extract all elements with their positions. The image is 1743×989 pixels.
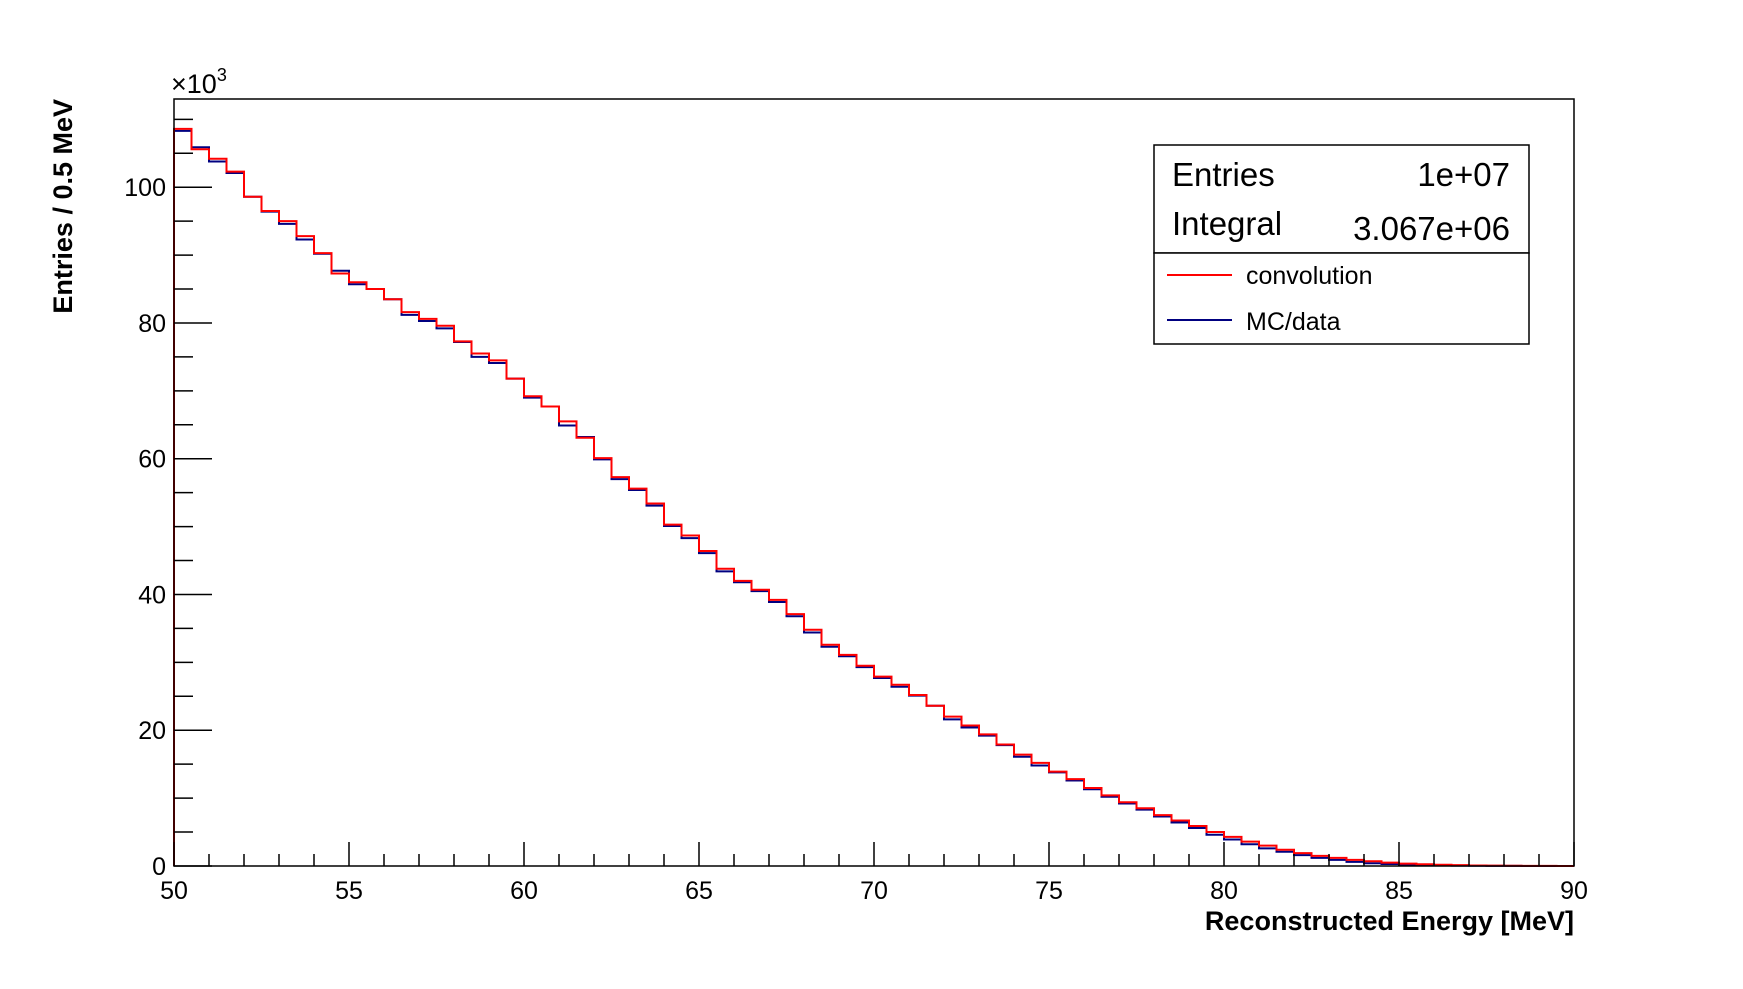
stats-integral-label: Integral [1172,205,1282,242]
y-axis-title: Entries / 0.5 MeV [48,99,78,314]
x-tick-label: 70 [860,877,888,905]
y-multiplier: ×103 [171,65,227,99]
x-tick-label: 60 [510,877,538,905]
y-tick-label: 60 [138,446,166,474]
y-tick-label: 40 [138,581,166,609]
stats-box: Entries 1e+07 Integral 3.067e+06 [1153,144,1530,254]
stats-box-frame [1153,144,1530,254]
legend-frame [1153,252,1530,345]
y-multiplier-base: ×10 [171,69,217,99]
y-axis: 0 20 40 60 80 100 [124,118,212,881]
series-convolution [173,127,1574,867]
legend-label-convolution: convolution [1246,262,1372,290]
x-tick-label: 75 [1035,877,1063,905]
stats-integral-value: 3.067e+06 [1353,210,1510,247]
legend: convolution MC/data [1153,252,1530,345]
legend-label-mc-data: MC/data [1246,308,1341,336]
y-tick-label: 100 [124,174,166,202]
x-tick-label: 90 [1560,877,1588,905]
x-tick-label: 55 [335,877,363,905]
x-tick-label: 80 [1210,877,1238,905]
y-tick-label: 0 [152,853,166,881]
x-tick-label: 65 [685,877,713,905]
x-tick-label: 50 [160,877,188,905]
x-axis: 50 55 60 65 70 75 80 85 90 [160,842,1588,905]
x-axis-title: Reconstructed Energy [MeV] [1205,906,1574,936]
stats-entries-label: Entries [1172,156,1275,193]
stats-entries-value: 1e+07 [1417,156,1510,193]
x-tick-label: 85 [1385,877,1413,905]
y-tick-label: 20 [138,717,166,745]
y-tick-label: 80 [138,310,166,338]
y-multiplier-exponent: 3 [217,65,227,85]
